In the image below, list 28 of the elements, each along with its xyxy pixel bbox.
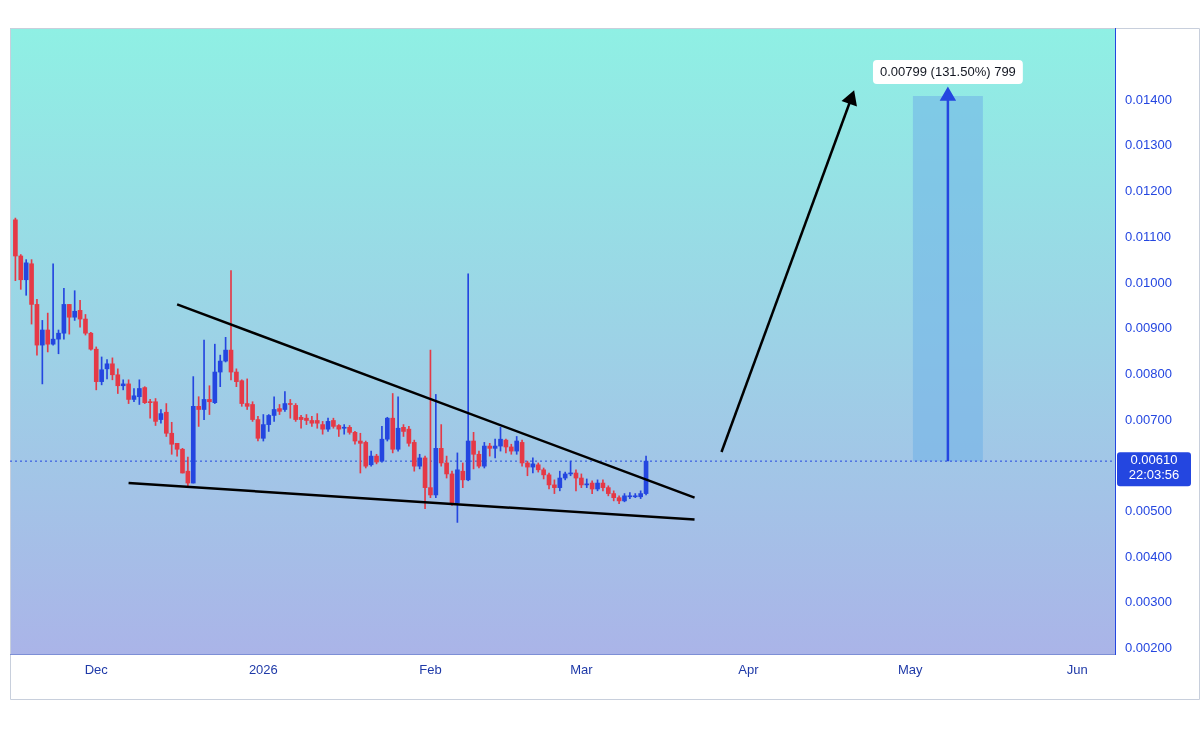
x-tick-label: Dec xyxy=(84,661,109,677)
x-tick-label: Feb xyxy=(419,661,442,677)
ref-line-label: 0.00610 xyxy=(1130,451,1178,467)
y-tick-label: 0.00500 xyxy=(1125,502,1172,518)
x-tick-label: Apr xyxy=(738,661,760,677)
x-tick-label: 2026 xyxy=(248,661,278,677)
y-tick-label: 0.00400 xyxy=(1125,548,1172,564)
y-tick-label: 0.01000 xyxy=(1125,274,1172,290)
candlestick xyxy=(341,424,347,435)
x-tick-label: Jun xyxy=(1066,661,1088,677)
candlestick xyxy=(72,290,78,321)
candlestick xyxy=(50,263,56,346)
text: 22:03:56 xyxy=(1128,466,1180,482)
y-tick-label: 0.00800 xyxy=(1125,365,1172,381)
y-tick-label: 0.00200 xyxy=(1125,640,1172,656)
candlestick xyxy=(314,413,320,429)
y-tick-label: 0.01300 xyxy=(1125,137,1172,153)
y-tick-label: 0.00700 xyxy=(1125,411,1172,427)
y-tick-label: 0.01400 xyxy=(1125,91,1172,107)
y-tick-label: 0.01200 xyxy=(1125,183,1172,199)
annotation: 0.00799 (131.50%) 799 xyxy=(879,63,1016,79)
x-tick-label: May xyxy=(897,661,923,677)
y-tick-label: 0.00300 xyxy=(1125,594,1172,610)
y-tick-label: 0.00900 xyxy=(1125,320,1172,336)
candlestick xyxy=(287,399,293,419)
x-tick-label: Mar xyxy=(570,661,594,677)
y-tick-label: 0.01100 xyxy=(1125,228,1172,244)
candlestick xyxy=(487,442,493,457)
